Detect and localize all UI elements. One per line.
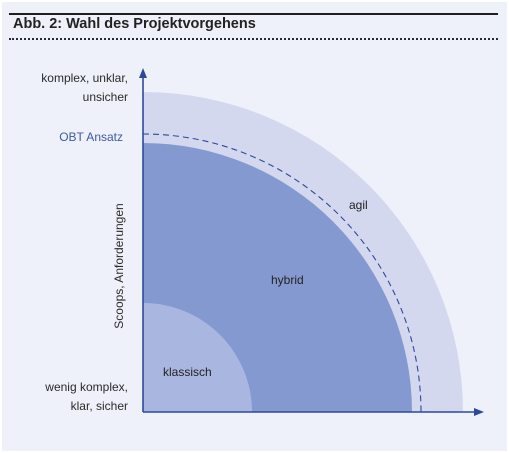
obt-ansatz-boundary: [142, 133, 422, 413]
x-axis-arrowhead: [474, 408, 484, 416]
obt-ansatz-label: OBT Ansatz: [59, 130, 123, 144]
klassisch-label: klassisch: [163, 365, 212, 379]
y-axis-bottom-label-line1: wenig komplex,: [45, 380, 128, 394]
y-axis-bottom-label-line2: klar, sicher: [70, 399, 128, 413]
y-axis-top-label-line1: komplex, unklar,: [41, 71, 128, 85]
hybrid-label: hybrid: [271, 273, 304, 287]
y-axis-top-label-line2: unsicher: [82, 90, 128, 104]
y-axis-top-label: komplex, unklar, unsicher: [41, 69, 128, 107]
title-dotted-rule: [9, 38, 498, 40]
y-axis-arrowhead: [139, 68, 147, 78]
y-axis-title: Scoops, Anforderungen: [112, 203, 126, 329]
agil-label: agil: [349, 198, 368, 212]
y-axis-bottom-label: wenig komplex, klar, sicher: [45, 378, 128, 416]
klassisch-zone: [143, 303, 252, 412]
figure-title: Abb. 2: Wahl des Projektvorgehens: [13, 16, 256, 32]
title-top-rule: [9, 13, 498, 15]
